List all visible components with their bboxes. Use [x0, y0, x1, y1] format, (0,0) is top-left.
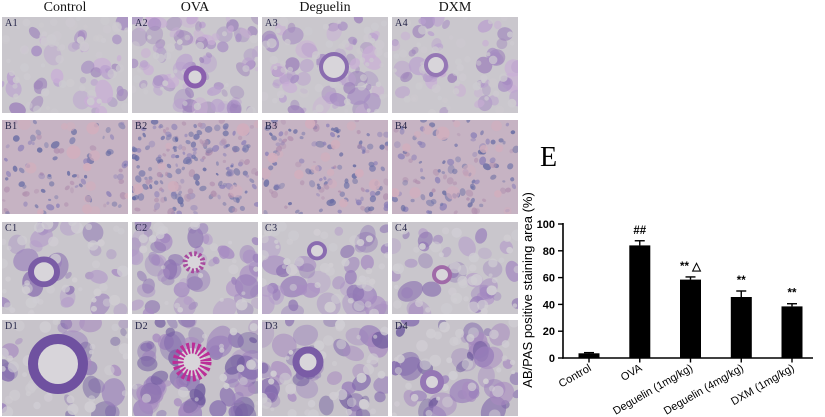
bar — [680, 279, 701, 358]
tissue-micrograph — [132, 320, 258, 416]
micrograph-panel-d2: D2 — [132, 320, 258, 416]
micrograph-panel-b1: B1 — [2, 120, 128, 214]
tissue-micrograph — [262, 320, 388, 416]
panel-label: D3 — [265, 321, 279, 332]
tissue-micrograph — [392, 120, 518, 214]
bar — [730, 297, 752, 358]
panel-label: A3 — [265, 18, 279, 29]
panel-label: B4 — [395, 121, 408, 132]
y-axis-title: AB/PAS positive staining area (%) — [520, 192, 535, 388]
tissue-micrograph — [132, 120, 258, 214]
bar — [629, 245, 651, 358]
tissue-micrograph — [2, 120, 128, 214]
panel-label: D2 — [135, 321, 149, 332]
panel-label: A1 — [5, 18, 19, 29]
panel-label: D4 — [395, 321, 409, 332]
micrograph-panel-d1: D1 — [2, 320, 128, 416]
micrograph-panel-a1: A1 — [2, 17, 128, 113]
micrograph-panel-b2: B2 — [132, 120, 258, 214]
micrograph-panel-a4: A4 — [392, 17, 518, 113]
panel-label: B3 — [265, 121, 278, 132]
column-header-dxm: DXM — [438, 0, 472, 15]
y-tick-label: 0 — [549, 353, 555, 365]
micrograph-panel-c1: C1 — [2, 222, 128, 314]
micrograph-panel-c4: C4 — [392, 222, 518, 314]
tissue-micrograph — [262, 17, 388, 113]
panel-label: B2 — [135, 121, 148, 132]
column-header-ova: OVA — [180, 0, 210, 15]
micrograph-panel-b4: B4 — [392, 120, 518, 214]
micrograph-panel-a3: A3 — [262, 17, 388, 113]
tissue-micrograph — [2, 222, 128, 314]
column-header-row: Control OVA Deguelin DXM — [0, 0, 520, 16]
panel-label: C1 — [5, 223, 18, 234]
micrograph-panel-d4: D4 — [392, 320, 518, 416]
tissue-micrograph — [262, 120, 388, 214]
y-tick-label: 40 — [543, 299, 555, 311]
bar-annotation: ** △ — [680, 261, 702, 273]
tissue-micrograph — [2, 320, 128, 416]
micrograph-panel-d3: D3 — [262, 320, 388, 416]
tissue-micrograph — [2, 17, 128, 113]
panel-label: D1 — [5, 321, 19, 332]
x-tick-label: OVA — [619, 362, 645, 384]
tissue-micrograph — [392, 17, 518, 113]
micrograph-panel-c3: C3 — [262, 222, 388, 314]
micrograph-panel-b3: B3 — [262, 120, 388, 214]
micrograph-panel-c2: C2 — [132, 222, 258, 314]
tissue-micrograph — [132, 17, 258, 113]
column-header-control: Control — [43, 0, 87, 15]
micrograph-panel-a2: A2 — [132, 17, 258, 113]
panel-label: C2 — [135, 223, 148, 234]
bar-annotation: ## — [633, 225, 646, 237]
bar-annotation: ** — [788, 288, 797, 300]
bar-annotation: ** — [737, 275, 746, 287]
panel-label: C4 — [395, 223, 408, 234]
bar — [781, 306, 803, 358]
chart-panel-e: E 0 20 40 60 80 100 Control ## OVA ** △ Deguelin (… — [520, 140, 825, 417]
bar — [578, 353, 600, 358]
panel-e-label: E — [540, 142, 558, 173]
tissue-micrograph — [132, 222, 258, 314]
panel-label: A4 — [395, 18, 409, 29]
y-tick-label: 100 — [537, 219, 555, 231]
y-tick-label: 20 — [543, 326, 555, 338]
y-tick-label: 80 — [543, 246, 555, 258]
tissue-micrograph — [392, 320, 518, 416]
y-tick-label: 60 — [543, 273, 555, 285]
tissue-micrograph — [262, 222, 388, 314]
tissue-micrograph — [392, 222, 518, 314]
panel-label: A2 — [135, 18, 149, 29]
panel-label: C3 — [265, 223, 278, 234]
x-tick-label: Control — [557, 362, 594, 390]
column-header-deguelin: Deguelin — [299, 0, 351, 15]
panel-label: B1 — [5, 121, 18, 132]
